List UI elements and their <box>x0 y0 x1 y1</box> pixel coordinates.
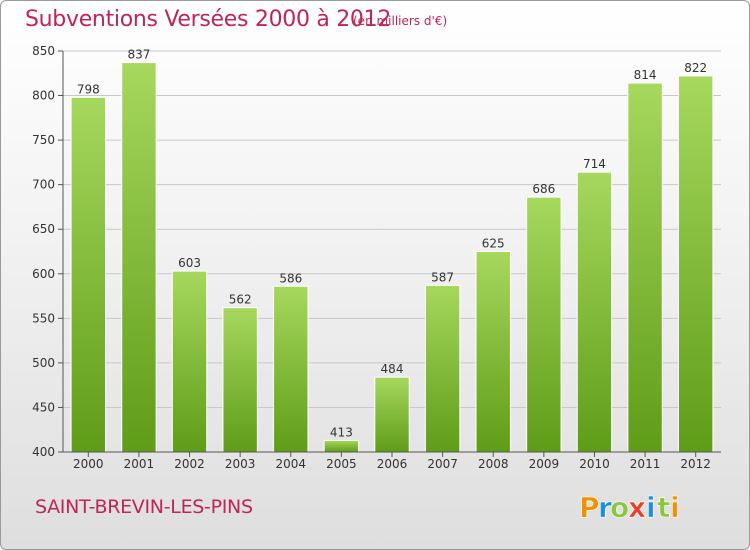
x-tick-label-2012: 2012 <box>680 457 711 471</box>
x-tick-label-2008: 2008 <box>478 457 509 471</box>
y-tick-label: 650 <box>32 222 55 236</box>
value-label-2003: 562 <box>229 293 252 307</box>
y-tick-label: 450 <box>32 400 55 414</box>
value-label-2002: 603 <box>178 256 201 270</box>
bar-2002 <box>171 270 208 453</box>
axes: 400 450 500 550 600 650 700 750 800 850 2000 2001 20… <box>32 44 721 471</box>
x-tick-label-2003: 2003 <box>225 457 256 471</box>
x-tick-label-2010: 2010 <box>579 457 610 471</box>
y-tick-label: 850 <box>32 44 55 58</box>
value-label-2009: 686 <box>532 182 555 196</box>
logo-letter: o <box>610 491 629 524</box>
bar-2008 <box>475 251 511 453</box>
bar-2009 <box>526 196 562 453</box>
logo-letter: P <box>579 491 600 524</box>
value-label-2005: 413 <box>330 425 353 439</box>
bar-2000 <box>70 96 107 453</box>
x-tick-label-2005: 2005 <box>326 457 357 471</box>
x-tick-label-2009: 2009 <box>529 457 560 471</box>
x-tick-label-2011: 2011 <box>630 457 661 471</box>
value-label-2011: 814 <box>634 68 657 82</box>
y-tick-label: 800 <box>32 89 55 103</box>
x-tick-label-2002: 2002 <box>174 457 205 471</box>
y-tick-label: 700 <box>32 178 55 192</box>
value-label-2008: 625 <box>482 237 505 251</box>
y-tick-label: 550 <box>32 311 55 325</box>
city-name: SAINT-BREVIN-LES-PINS <box>35 496 253 518</box>
logo-letter: i <box>670 491 680 524</box>
chart-subtitle: (en milliers d'€) <box>353 14 448 28</box>
logo-letter: x <box>628 491 646 524</box>
x-tick-label-2001: 2001 <box>124 457 155 471</box>
y-tick-label: 500 <box>32 356 55 370</box>
bar-2006 <box>374 376 410 453</box>
bar-2011 <box>627 82 663 453</box>
value-label-2004: 586 <box>279 271 302 285</box>
bar-2001 <box>121 62 157 453</box>
bar-2012 <box>677 75 714 453</box>
logo-letter: t <box>657 491 670 524</box>
value-label-2006: 484 <box>381 362 404 376</box>
bars: 798 837 603 562 586 413 484 587 625 686 714 814 822 <box>70 48 714 453</box>
x-tick-label-2000: 2000 <box>73 457 104 471</box>
x-tick-label-2007: 2007 <box>427 457 458 471</box>
bar-2003 <box>222 307 258 453</box>
y-tick-label: 600 <box>32 267 55 281</box>
bar-2004 <box>273 285 309 453</box>
bar-2007 <box>424 284 461 453</box>
y-tick-label: 750 <box>32 133 55 147</box>
logo-letter: i <box>646 491 656 524</box>
x-tick-label-2004: 2004 <box>275 457 306 471</box>
value-label-2010: 714 <box>583 157 606 171</box>
x-tick-label-2006: 2006 <box>377 457 408 471</box>
value-label-2012: 822 <box>684 61 707 75</box>
bar-2010 <box>576 171 613 453</box>
value-label-2007: 587 <box>431 270 454 284</box>
logo-letter: r <box>598 491 612 524</box>
value-label-2000: 798 <box>77 82 100 96</box>
bar-2005 <box>323 439 360 453</box>
chart-title: Subventions Versées 2000 à 2012 <box>25 7 392 32</box>
y-tick-label: 400 <box>32 445 55 459</box>
value-label-2001: 837 <box>127 48 150 62</box>
